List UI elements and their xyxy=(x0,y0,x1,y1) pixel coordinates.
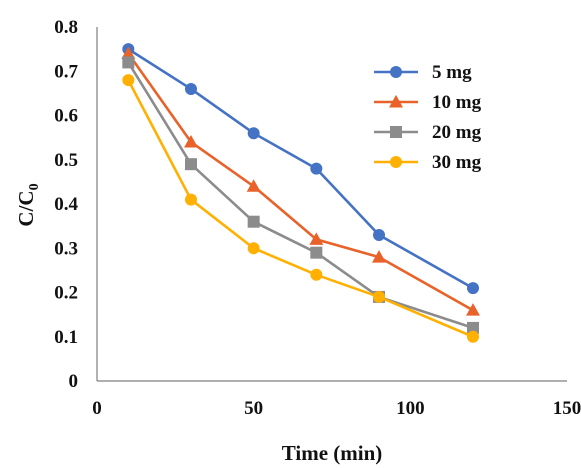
data-point-5-mg xyxy=(373,228,385,241)
legend-item-20-mg: 20 mg xyxy=(374,122,482,143)
legend-item-10-mg: 10 mg xyxy=(374,92,482,113)
legend-swatch-marker xyxy=(390,126,402,138)
legend-item-5-mg: 5 mg xyxy=(374,62,472,83)
data-point-10-mg xyxy=(121,46,136,60)
legend-label: 20 mg xyxy=(432,122,482,143)
data-point-10-mg xyxy=(309,232,324,245)
legend-label: 30 mg xyxy=(432,152,482,173)
legend-swatch-marker xyxy=(389,94,403,108)
series-30-mg xyxy=(122,74,479,343)
data-point-30-mg xyxy=(247,242,260,255)
series-20-mg xyxy=(122,56,479,334)
x-tick-label: 50 xyxy=(244,398,263,419)
data-point-5-mg xyxy=(467,282,479,295)
data-point-30-mg xyxy=(310,268,323,281)
data-point-10-mg xyxy=(466,303,480,316)
data-point-20-mg xyxy=(185,158,197,171)
data-point-10-mg xyxy=(184,134,198,148)
y-tick-label: 0.7 xyxy=(54,61,78,82)
x-tick-labels: 0 50 100 150 xyxy=(92,398,581,419)
data-point-20-mg xyxy=(122,56,135,69)
y-tick-labels: 0 0.1 0.2 0.3 0.4 0.5 0.6 0.7 0.8 xyxy=(54,17,78,392)
series-line-20-mg xyxy=(127,61,475,330)
data-point-5-mg xyxy=(185,82,197,95)
data-point-20-mg xyxy=(467,321,479,334)
x-axis-title: Time (min) xyxy=(282,441,383,465)
series-layer xyxy=(121,43,480,343)
y-tick-label: 0.1 xyxy=(54,327,78,348)
x-tick-label: 100 xyxy=(396,398,425,419)
legend-label: 10 mg xyxy=(432,92,482,113)
data-point-30-mg xyxy=(373,290,385,303)
y-axis-title-main: C/C xyxy=(14,190,38,226)
y-axis-title-subscript: 0 xyxy=(27,183,42,190)
legend: 5 mg 10 mg 20 mg 30 mg xyxy=(374,62,482,173)
x-tick-label: 0 xyxy=(92,398,102,419)
data-point-30-mg xyxy=(185,193,197,206)
data-point-30-mg xyxy=(467,330,479,343)
data-point-20-mg xyxy=(247,215,260,228)
series-10-mg xyxy=(121,46,480,316)
y-tick-label: 0.6 xyxy=(54,106,78,127)
y-tick-label: 0.3 xyxy=(54,238,78,259)
y-tick-label: 0.2 xyxy=(54,283,78,304)
data-point-30-mg xyxy=(122,74,135,87)
legend-swatch-marker xyxy=(390,66,402,78)
y-tick-label: 0.4 xyxy=(54,194,78,215)
legend-label: 5 mg xyxy=(432,62,472,83)
y-axis-title: C/C0 xyxy=(14,183,42,226)
series-line-10-mg xyxy=(127,52,475,312)
data-point-10-mg xyxy=(246,179,261,192)
series-line-5-mg xyxy=(127,47,475,290)
legend-item-30-mg: 30 mg xyxy=(374,152,482,173)
data-point-10-mg xyxy=(372,250,386,263)
data-point-20-mg xyxy=(310,246,323,259)
axes xyxy=(96,27,567,382)
x-tick-label: 150 xyxy=(553,398,581,419)
series-line-30-mg xyxy=(127,78,475,339)
legend-swatch-marker xyxy=(390,156,402,168)
y-tick-label: 0.8 xyxy=(54,17,78,38)
data-point-5-mg xyxy=(247,127,260,140)
data-point-5-mg xyxy=(310,162,323,175)
y-tick-label: 0.5 xyxy=(54,150,78,171)
y-tick-label: 0 xyxy=(69,371,79,392)
